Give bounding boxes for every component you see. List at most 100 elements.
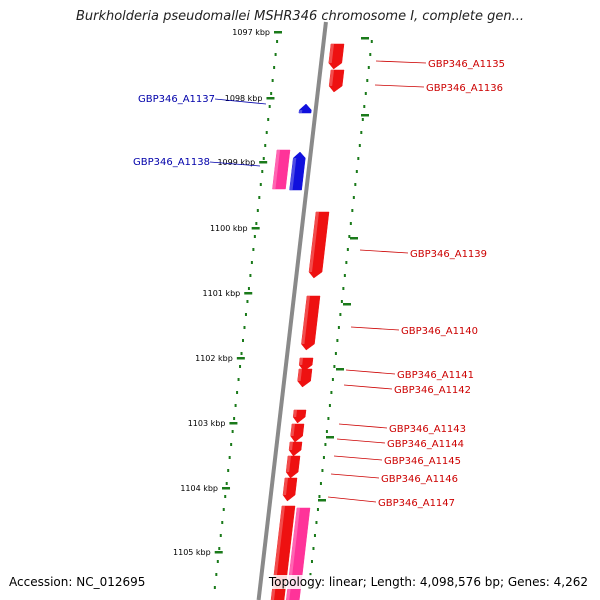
right-dot xyxy=(346,248,349,251)
right-dot xyxy=(333,365,336,368)
scale-dot xyxy=(225,482,228,485)
scale-dot xyxy=(264,144,267,147)
scale-dot xyxy=(219,534,222,537)
scale-dot xyxy=(246,300,249,303)
right-dot xyxy=(345,261,348,264)
scale-dot xyxy=(250,261,253,264)
scale-dot xyxy=(236,391,239,394)
right-dot xyxy=(337,326,340,329)
scale-tick xyxy=(259,161,268,164)
right-dot xyxy=(315,521,318,524)
scale-dot xyxy=(258,196,261,199)
scale-tick xyxy=(274,31,282,34)
scale-dot xyxy=(255,222,258,225)
scale-tick-label: 1101 kbp xyxy=(203,289,241,298)
gene-shape xyxy=(297,368,313,388)
right-tick xyxy=(350,237,358,240)
scale-dot xyxy=(276,40,279,43)
scale-tick xyxy=(214,551,223,554)
right-dot xyxy=(349,222,352,225)
gene-shape xyxy=(285,455,301,479)
scale-tick-label: 1104 kbp xyxy=(180,484,218,493)
gene-label-forward: GBP346_A1136 xyxy=(426,83,503,94)
scale-tick xyxy=(236,357,245,360)
scale-dot xyxy=(239,365,242,368)
right-dot xyxy=(325,430,328,433)
scale-tick xyxy=(222,487,231,490)
right-dot xyxy=(310,560,313,563)
chromosome-backbone xyxy=(256,21,328,600)
scale-dot xyxy=(233,417,236,420)
scale-dot xyxy=(240,352,243,355)
scale-dot xyxy=(247,287,250,290)
right-dot xyxy=(358,144,361,147)
gene-shape xyxy=(298,357,314,372)
gene-shape xyxy=(282,477,298,502)
gene-label-reverse: GBP346_A1137 xyxy=(138,94,215,105)
right-dot xyxy=(366,79,369,82)
gene-shape xyxy=(292,409,307,424)
right-tick xyxy=(336,368,344,371)
gene-label-forward: GBP346_A1135 xyxy=(428,59,505,70)
right-dot xyxy=(352,196,355,199)
gene-label-forward: GBP346_A1146 xyxy=(381,474,458,485)
right-dot xyxy=(363,105,366,108)
gene-shape xyxy=(328,43,345,70)
scale-dot xyxy=(267,118,270,121)
scale-tick xyxy=(251,227,260,230)
scale-dot xyxy=(227,469,230,472)
backbone-line xyxy=(256,21,328,600)
gene-shape xyxy=(290,423,305,443)
gene-label-forward: GBP346_A1141 xyxy=(397,370,474,381)
scale-dot xyxy=(265,131,268,134)
right-dot xyxy=(336,339,339,342)
gene-label-forward: GBP346_A1145 xyxy=(384,456,461,467)
right-dot xyxy=(355,170,358,173)
map-title: Burkholderia pseudomallei MSHR346 chromo… xyxy=(75,9,525,24)
gene-label-forward: GBP346_A1139 xyxy=(410,249,487,260)
scale-ticks: 1097 kbp 1098 kbp 1099 kbp 1100 kbp 1101 kbp… xyxy=(173,28,369,557)
scale-dot xyxy=(271,79,274,82)
scale-tick-label: 1102 kbp xyxy=(195,354,233,363)
gene-features xyxy=(270,43,345,600)
scale-dot xyxy=(228,456,231,459)
right-tick xyxy=(326,436,334,439)
scale-tick-label: 1105 kbp xyxy=(173,548,211,557)
scale-dot xyxy=(244,313,247,316)
right-dot xyxy=(361,118,364,121)
scale-tick-label: 1098 kbp xyxy=(225,94,263,103)
scale-dot xyxy=(270,92,273,95)
gene-labels: GBP346_A1137 GBP346_A1138 GBP346_A1135 GBP3… xyxy=(133,59,505,509)
right-dot xyxy=(322,456,325,459)
right-dot xyxy=(330,391,333,394)
scale-tick xyxy=(229,422,238,425)
gene-label-forward: GBP346_A1144 xyxy=(387,439,464,450)
right-dot xyxy=(309,573,312,576)
gene-label-forward: GBP346_A1142 xyxy=(394,385,471,396)
right-dot xyxy=(327,417,330,420)
gene-shape xyxy=(272,149,291,190)
scale-dot xyxy=(256,209,259,212)
right-dot xyxy=(360,131,363,134)
scale-dot xyxy=(218,547,221,550)
scale-tick-label: 1100 kbp xyxy=(210,224,248,233)
right-dot xyxy=(321,469,324,472)
scale-dot xyxy=(222,508,225,511)
scale-dot xyxy=(216,560,219,563)
gene-label-forward: GBP346_A1140 xyxy=(401,326,478,337)
right-tick xyxy=(343,303,351,306)
gene-shape xyxy=(308,211,330,279)
scale-dot xyxy=(268,105,271,108)
scale-tick-label: 1099 kbp xyxy=(217,158,255,167)
right-dot xyxy=(312,547,315,550)
scale-dot xyxy=(261,170,264,173)
topology-text: Topology: linear; Length: 4,098,576 bp; … xyxy=(266,575,590,589)
right-dot xyxy=(331,378,334,381)
gene-label-reverse: GBP346_A1138 xyxy=(133,157,210,168)
scale-dots xyxy=(213,40,373,589)
right-dot xyxy=(367,66,370,69)
right-dot xyxy=(334,352,337,355)
scale-tick xyxy=(244,292,253,295)
scale-dot xyxy=(242,339,245,342)
gene-shape xyxy=(288,441,303,457)
